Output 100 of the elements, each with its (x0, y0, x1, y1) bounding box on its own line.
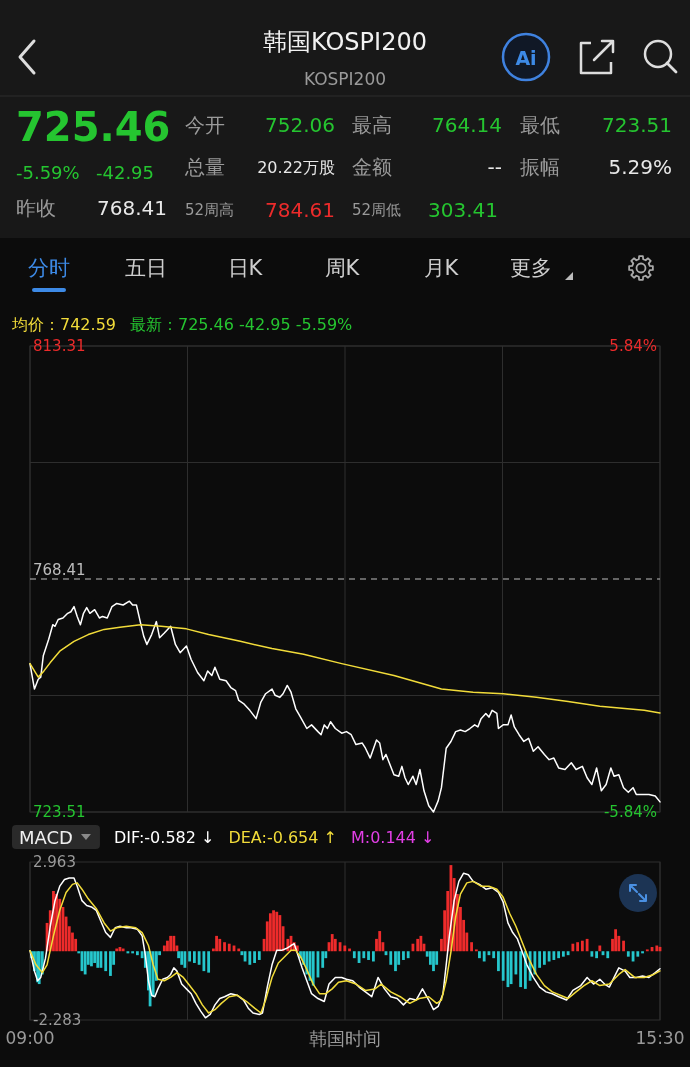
x-tick-label: 09:00 (5, 1028, 55, 1048)
text: 月K (423, 256, 460, 280)
text: 最低 (520, 113, 560, 137)
bar (207, 951, 211, 973)
text: 今开 (185, 113, 225, 137)
bar (614, 929, 618, 952)
bar (576, 942, 580, 952)
bar (580, 940, 584, 952)
bar (566, 951, 570, 956)
bar (352, 951, 356, 959)
bar (188, 951, 192, 962)
text: 768.41 (97, 196, 167, 220)
bar (561, 951, 565, 957)
bar (131, 951, 135, 954)
x-tick-label: 15:30 (635, 1028, 685, 1048)
bar (166, 940, 169, 952)
bar (268, 913, 272, 952)
bar (641, 951, 644, 954)
bar (330, 934, 334, 952)
text: 振幅 (520, 155, 560, 179)
bar (378, 931, 382, 952)
text: -- (487, 155, 502, 179)
bar (416, 938, 420, 952)
bar (571, 943, 575, 952)
text: 5.29% (608, 155, 672, 179)
series-label: M:0.144 ↓ (350, 827, 435, 847)
bar (501, 951, 505, 981)
bar (162, 945, 166, 952)
bar (519, 951, 523, 988)
text: 752.06 (265, 113, 335, 137)
bar (367, 951, 370, 960)
bar (135, 951, 139, 956)
text: -42.95 (96, 161, 155, 183)
bar (333, 938, 337, 952)
y-tick-label: -2.283 (33, 1011, 82, 1029)
text: -5.59% (16, 161, 80, 183)
x-axis-title: 韩国时间 (309, 1027, 381, 1049)
bar (626, 951, 630, 957)
text: 784.61 (265, 198, 335, 222)
bar (372, 951, 375, 962)
bar (636, 951, 640, 957)
bar (432, 951, 435, 972)
y-tick-label: 723.51 (33, 803, 86, 821)
bar (538, 951, 542, 968)
text: 昨收 (16, 196, 56, 220)
text: 金额 (352, 155, 392, 179)
bar (109, 951, 112, 976)
bar (202, 951, 206, 972)
bar (227, 943, 231, 952)
bar (542, 951, 546, 965)
bar (419, 935, 423, 952)
text: 均价：742.59 (11, 314, 116, 334)
y-tick-label: 813.31 (33, 337, 86, 355)
y-tick-label: 2.963 (33, 853, 76, 871)
text: 分时 (28, 256, 70, 280)
bar (470, 942, 473, 952)
text: KOSPI200 (303, 69, 387, 89)
bar (218, 938, 222, 952)
text: 723.51 (602, 113, 672, 137)
bar (321, 951, 325, 968)
bar (406, 951, 410, 959)
bar (492, 951, 496, 959)
bar (311, 951, 315, 986)
bar (180, 951, 184, 965)
bar (272, 910, 275, 952)
text: 52周高 (185, 201, 235, 219)
bar (585, 938, 589, 952)
text: 52周低 (352, 201, 402, 219)
text: Ai (515, 47, 537, 69)
bar (547, 951, 551, 962)
bar (606, 951, 610, 959)
text: 总量 (184, 155, 225, 179)
text: 更多 (510, 256, 552, 280)
bar (192, 951, 196, 963)
bar (478, 951, 481, 959)
bar (590, 951, 594, 957)
bar (402, 951, 405, 960)
text: DEA:-0.654 ↑ (228, 827, 337, 847)
text: 周K (324, 256, 361, 280)
bar (394, 951, 397, 972)
text: 日K (227, 256, 264, 280)
bar (257, 951, 261, 960)
bar (215, 935, 218, 952)
bar (183, 951, 187, 968)
line-series (29, 623, 661, 714)
text: 303.41 (428, 198, 498, 222)
text: 五日 (125, 256, 167, 280)
bar (482, 951, 486, 962)
text: 20.22万股 (257, 157, 335, 177)
y2-tick-label: -5.84% (603, 803, 657, 821)
text: 韩国KOSPI200 (263, 28, 427, 56)
bar (253, 951, 256, 963)
bar (622, 940, 625, 952)
text: 最高 (352, 113, 392, 137)
bar (104, 951, 108, 972)
bar (557, 951, 561, 959)
bar (169, 935, 173, 952)
bar (595, 951, 599, 959)
legend-title: MACD (19, 826, 73, 848)
text: 764.14 (432, 113, 502, 137)
